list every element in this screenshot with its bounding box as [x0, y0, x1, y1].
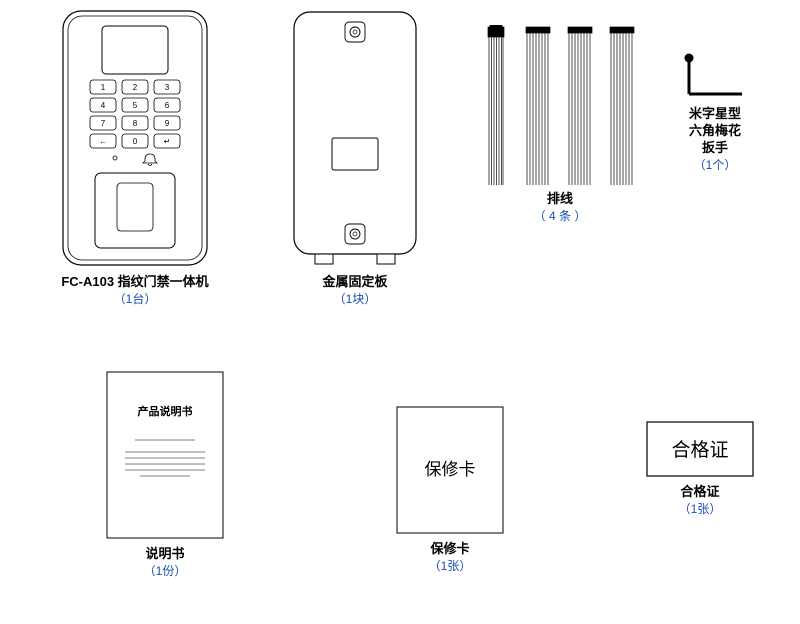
wrench-illustration — [680, 50, 750, 100]
warranty-title: 保修卡 — [395, 541, 505, 558]
manual-qty: （1份） — [105, 563, 225, 580]
svg-text:8: 8 — [133, 119, 138, 128]
warranty-cover-text: 保修卡 — [425, 460, 476, 479]
cables-illustration — [480, 25, 640, 185]
svg-text:5: 5 — [133, 101, 138, 110]
cert-item: 合格证 合格证 （1张） — [645, 420, 755, 518]
warranty-item: 保修卡 保修卡 （1张） — [395, 405, 505, 575]
svg-text:9: 9 — [165, 119, 170, 128]
cert-qty: （1张） — [645, 501, 755, 518]
plate-title: 金属固定板 — [290, 274, 420, 291]
svg-text:0: 0 — [133, 137, 138, 146]
wrench-item: 米字星型 六角梅花 扳手 （1个） — [680, 50, 750, 173]
plate-illustration — [290, 8, 420, 268]
device-qty: （1台） — [60, 291, 210, 308]
svg-text:3: 3 — [165, 83, 170, 92]
svg-text:4: 4 — [101, 101, 106, 110]
manual-illustration: 产品说明书 — [105, 370, 225, 540]
manual-item: 产品说明书 说明书 （1份） — [105, 370, 225, 580]
svg-text:7: 7 — [101, 119, 106, 128]
warranty-qty: （1张） — [395, 558, 505, 575]
svg-text:2: 2 — [133, 83, 138, 92]
plate-item: 金属固定板 （1块） — [290, 8, 420, 308]
svg-text:↵: ↵ — [164, 137, 171, 146]
svg-text:1: 1 — [101, 83, 106, 92]
wrench-qty: （1个） — [680, 157, 750, 174]
cert-cover-text: 合格证 — [671, 439, 728, 461]
device-title: FC-A103 指纹门禁一体机 — [60, 274, 210, 291]
wrench-title: 米字星型 六角梅花 扳手 — [680, 106, 750, 157]
cables-item: 排线 （ 4 条 ） — [480, 25, 640, 225]
cables-qty: （ 4 条 ） — [480, 208, 640, 225]
svg-text:6: 6 — [165, 101, 170, 110]
device-illustration: 1 2 3 4 5 6 7 8 9 ← 0 ↵ — [60, 8, 210, 268]
manual-title: 说明书 — [105, 546, 225, 563]
cables-title: 排线 — [480, 191, 640, 208]
svg-text:←: ← — [99, 137, 107, 146]
plate-qty: （1块） — [290, 291, 420, 308]
cert-illustration: 合格证 — [645, 420, 755, 478]
cert-title: 合格证 — [645, 484, 755, 501]
device-item: 1 2 3 4 5 6 7 8 9 ← 0 ↵ FC-A103 指纹门禁一体机 … — [60, 8, 210, 308]
warranty-illustration: 保修卡 — [395, 405, 505, 535]
manual-cover-text: 产品说明书 — [138, 404, 193, 418]
